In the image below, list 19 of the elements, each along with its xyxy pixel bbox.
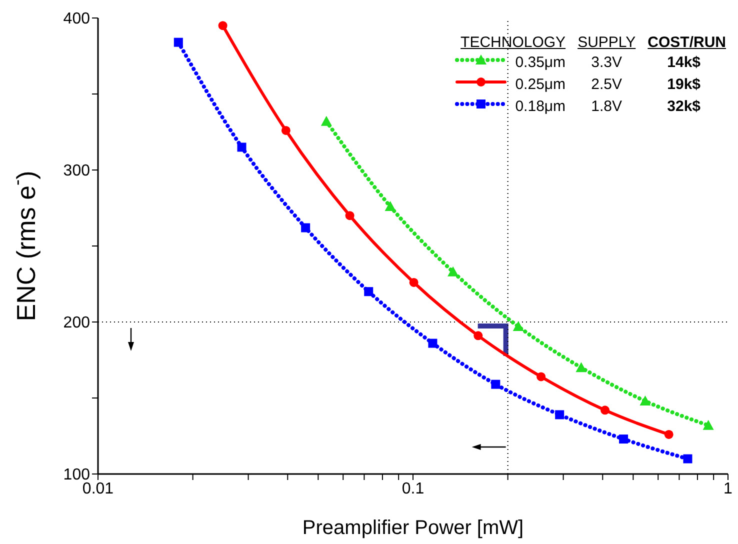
y-tick-label: 400 bbox=[63, 10, 90, 28]
annotation: SUPPLY bbox=[576, 34, 637, 51]
annotation: 1.8V bbox=[590, 96, 624, 116]
annotation: 32k$ bbox=[666, 96, 702, 116]
annotation: 19k$ bbox=[666, 74, 702, 94]
legend-label: 0.25μm bbox=[514, 74, 567, 94]
x-tick-label: 1 bbox=[724, 480, 733, 498]
annotation: COST/RUN bbox=[646, 34, 726, 51]
x-tick-label: 0.1 bbox=[402, 480, 424, 498]
annotation: 2.5V bbox=[590, 74, 624, 94]
annotation: TECHNOLOGY bbox=[460, 34, 567, 51]
y-tick-label: 300 bbox=[63, 162, 90, 180]
x-axis-title: Preamplifier Power [mW] bbox=[302, 517, 524, 539]
legend-label: 0.18μm bbox=[514, 96, 567, 116]
x-tick-label: 0.01 bbox=[82, 480, 114, 498]
annotation: 14k$ bbox=[666, 52, 702, 72]
annotation: 3.3V bbox=[590, 52, 624, 72]
legend-label: 0.35μm bbox=[514, 52, 567, 72]
y-tick-label: 200 bbox=[63, 314, 90, 332]
